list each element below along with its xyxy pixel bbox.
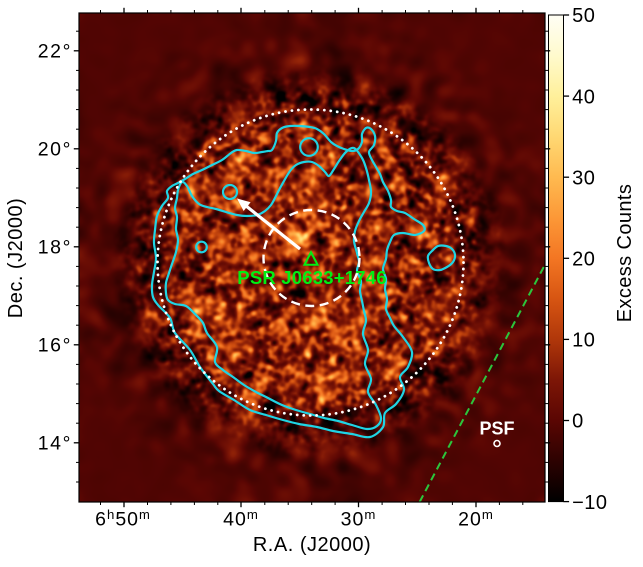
svg-text:16°: 16° [38,334,72,356]
svg-text:PSR J0633+1746: PSR J0633+1746 [237,267,386,288]
svg-text:−10: −10 [572,492,607,514]
svg-text:50: 50 [572,5,595,27]
svg-text:6h50m: 6h50m [95,507,151,531]
svg-text:0: 0 [572,411,584,433]
svg-text:20°: 20° [38,138,72,160]
svg-text:20m: 20m [458,507,494,531]
svg-text:Dec. (J2000): Dec. (J2000) [5,198,27,319]
svg-text:22°: 22° [38,40,72,62]
svg-text:18°: 18° [38,236,72,258]
svg-text:30m: 30m [341,507,377,531]
svg-text:R.A. (J2000): R.A. (J2000) [253,534,371,556]
svg-text:40: 40 [572,86,595,108]
svg-text:14°: 14° [38,432,72,454]
svg-text:10: 10 [572,330,595,352]
svg-text:40m: 40m [223,507,259,531]
svg-text:20: 20 [572,249,595,271]
svg-text:PSF: PSF [479,419,514,439]
svg-text:Excess Counts: Excess Counts [614,184,636,323]
svg-text:30: 30 [572,167,595,189]
